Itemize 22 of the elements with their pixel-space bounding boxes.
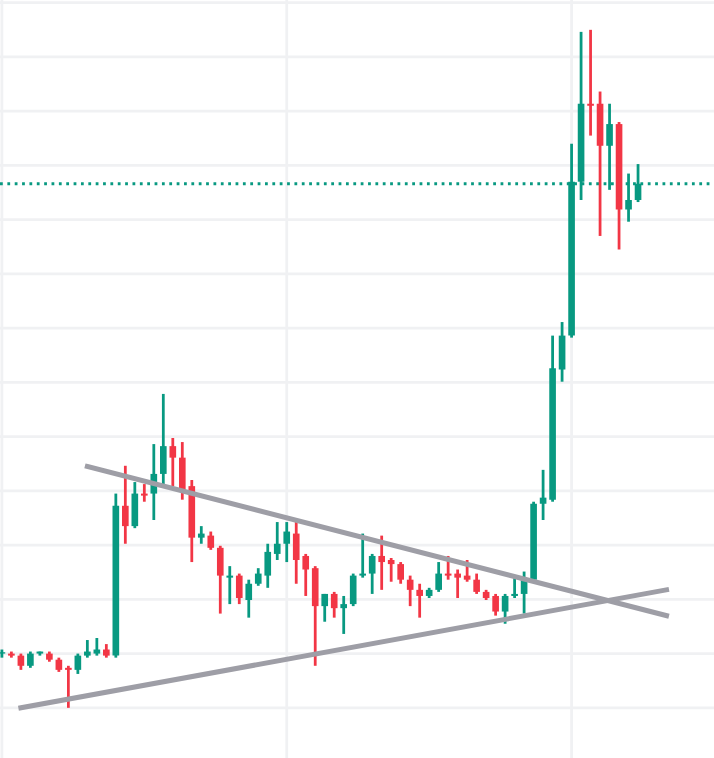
candlestick — [283, 520, 291, 564]
candlestick — [368, 552, 376, 596]
candlestick — [169, 436, 177, 488]
candlestick — [207, 530, 215, 552]
candlestick — [122, 464, 129, 546]
candlestick — [349, 572, 357, 608]
candlestick — [473, 572, 480, 596]
candlestick — [245, 578, 253, 620]
candlestick — [321, 592, 329, 624]
candlestick — [397, 560, 404, 586]
candlestick — [226, 564, 234, 606]
candlestick — [501, 592, 509, 626]
candlestick — [435, 560, 442, 594]
candlestick — [416, 582, 423, 620]
candlestick — [340, 594, 348, 636]
candlestick — [511, 576, 518, 600]
candlestick — [216, 544, 224, 615]
candlestick — [235, 572, 243, 606]
candlestick — [330, 590, 338, 620]
candlestick — [359, 532, 367, 580]
candlestick — [159, 392, 167, 488]
candlestick — [141, 482, 148, 504]
